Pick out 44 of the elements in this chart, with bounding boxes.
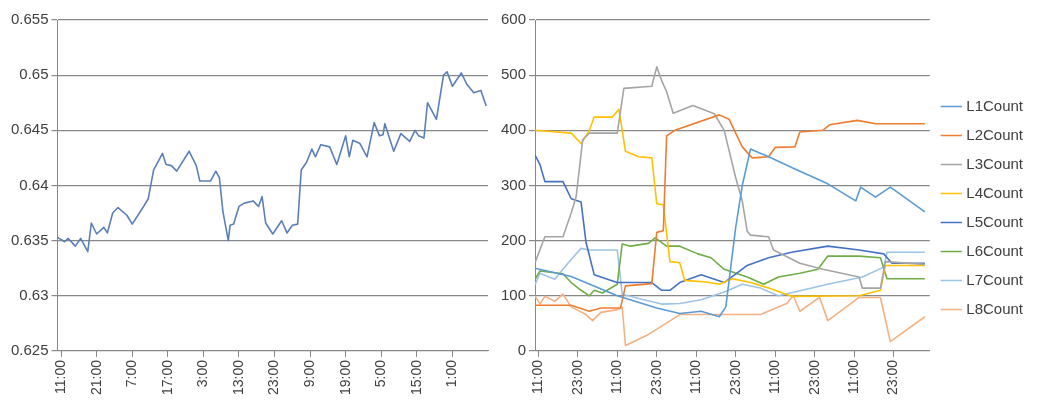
x-tick-label: 23:00 <box>265 359 282 396</box>
y-tick-label: 0.645 <box>10 120 49 138</box>
x-tick-label: 11:00 <box>608 359 625 394</box>
x-tick-label: 23:00 <box>805 359 822 396</box>
x-tick-label: 23:00 <box>726 359 743 396</box>
x-tick-label: 23:00 <box>884 359 901 396</box>
x-tick-label: 17:00 <box>158 359 175 396</box>
x-tick-label: 11:00 <box>51 359 68 394</box>
x-tick-label: 9:00 <box>300 359 317 388</box>
legend-label: L8Count <box>966 299 1024 317</box>
legend-label: L7Count <box>966 270 1024 288</box>
y-tick-label: 0.625 <box>10 341 49 359</box>
legend-label: L2Count <box>966 125 1024 143</box>
x-tick-label: 23:00 <box>647 359 664 396</box>
x-tick-label: 5:00 <box>372 359 389 388</box>
y-tick-label: 0 <box>517 341 527 359</box>
y-tick-label: 0.63 <box>19 285 49 303</box>
legend-label: L4Count <box>966 183 1024 201</box>
legend-label: L5Count <box>966 212 1024 230</box>
y-tick-label: 400 <box>501 120 527 138</box>
x-tick-label: 13:00 <box>229 359 246 396</box>
y-tick-label: 0.65 <box>19 65 49 83</box>
y-tick-label: 500 <box>501 65 527 83</box>
x-tick-label: 1:00 <box>443 359 460 388</box>
x-tick-label: 11:00 <box>529 359 546 394</box>
x-tick-label: 11:00 <box>687 359 704 394</box>
legend-label: L1Count <box>966 96 1024 114</box>
y-tick-label: 100 <box>501 285 527 303</box>
y-tick-label: 600 <box>501 10 527 28</box>
y-tick-label: 300 <box>501 175 527 193</box>
x-tick-label: 11:00 <box>766 359 783 394</box>
x-tick-label: 11:00 <box>844 359 861 394</box>
x-tick-label: 23:00 <box>568 359 585 396</box>
y-tick-label: 200 <box>501 230 527 248</box>
legend-label: L6Count <box>966 241 1024 259</box>
x-tick-label: 3:00 <box>194 359 211 388</box>
legend-label: L3Count <box>966 154 1024 172</box>
x-tick-label: 21:00 <box>87 359 104 396</box>
y-tick-label: 0.655 <box>10 10 49 28</box>
y-tick-label: 0.635 <box>10 230 49 248</box>
y-tick-label: 0.64 <box>19 175 49 193</box>
x-tick-label: 15:00 <box>407 359 424 396</box>
x-tick-label: 19:00 <box>336 359 353 396</box>
x-tick-label: 7:00 <box>123 359 140 388</box>
